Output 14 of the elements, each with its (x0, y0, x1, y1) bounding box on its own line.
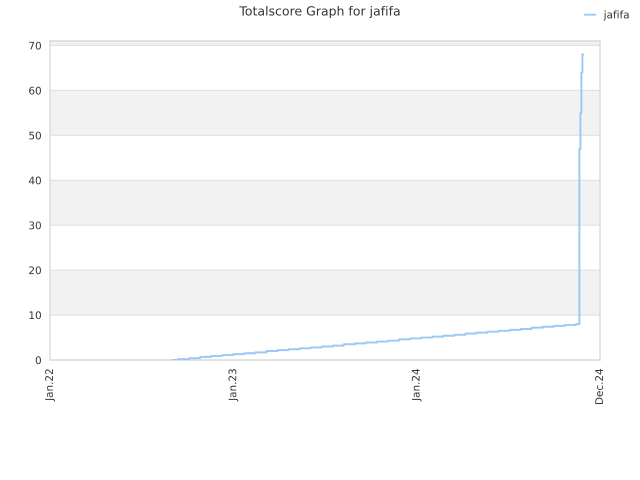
y-tick-label: 50 (29, 132, 41, 140)
legend-label: jafifa (604, 10, 629, 20)
y-tick-label: 30 (29, 221, 41, 230)
y-tick-label: 40 (28, 176, 41, 184)
x-tick-label: Jan.22 (45, 369, 55, 402)
x-tick-label: Jan.23 (228, 369, 238, 402)
x-tick-label: Dec.24 (595, 368, 604, 404)
y-tick-label: 20 (29, 266, 41, 274)
chart-title: Totalscore Graph for jafifa (239, 6, 400, 18)
y-tick-label: 0 (36, 356, 41, 364)
y-tick-label: 60 (29, 86, 41, 95)
y-tick-label: 10 (30, 311, 41, 320)
y-tick-label: 70 (29, 42, 41, 50)
x-tick-label: Jan.24 (412, 368, 422, 402)
